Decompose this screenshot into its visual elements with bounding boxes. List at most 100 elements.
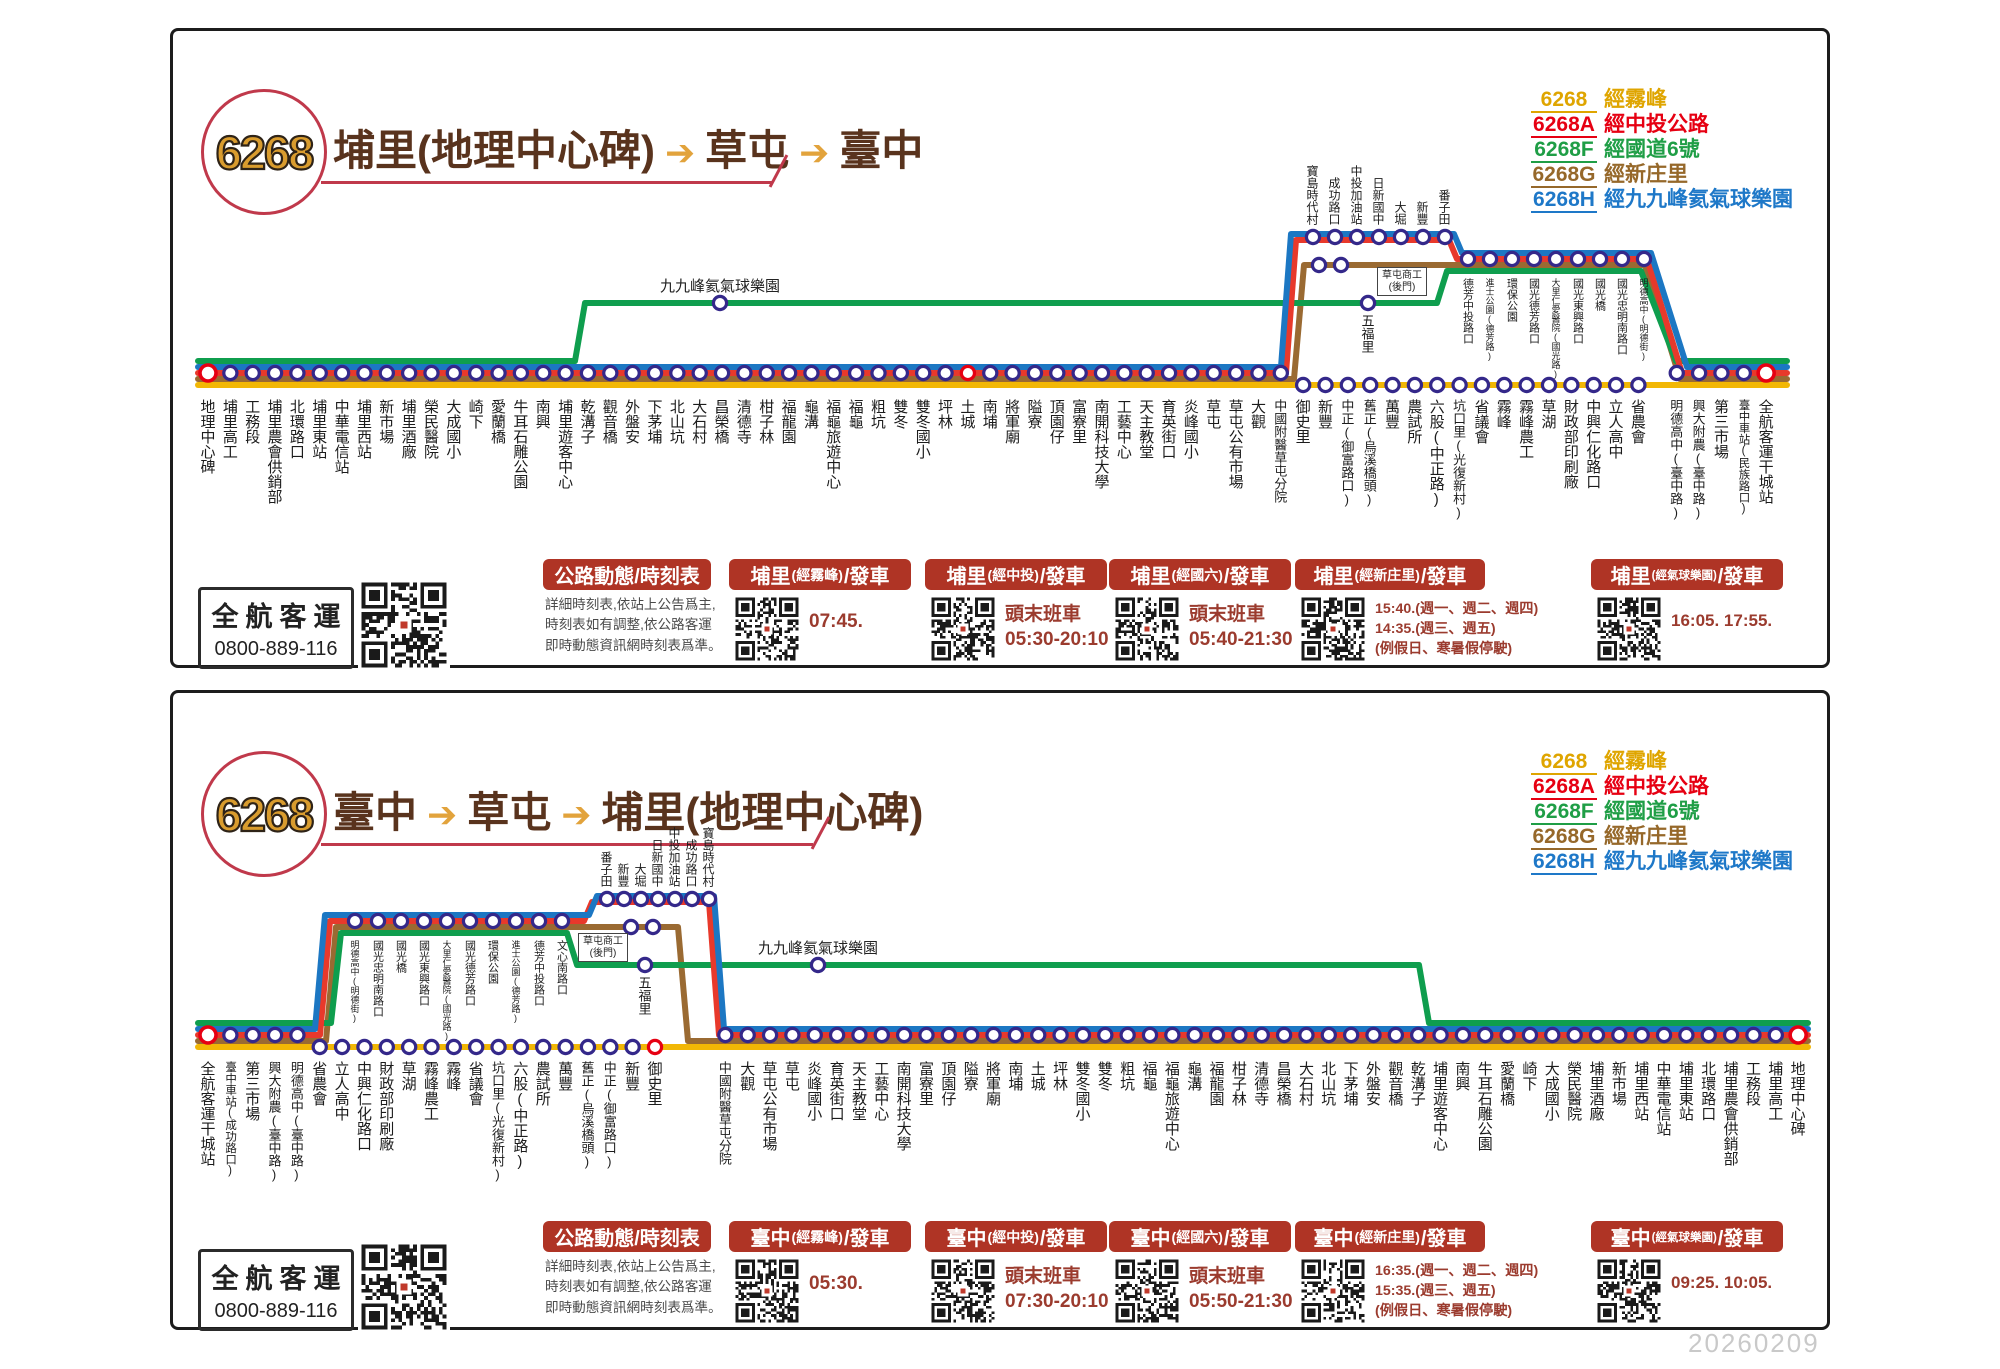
stop-label: 大觀	[1248, 399, 1266, 429]
stop-dot	[1049, 364, 1066, 382]
stop-label: 霧峰農工	[422, 1061, 439, 1121]
stop-dot	[1208, 1026, 1226, 1044]
notice-banner: 公路動態/時刻表	[543, 559, 711, 590]
stop-label: 榮民醫院	[1565, 1061, 1583, 1121]
schedule-banner: 埔里 (經氣球樂園)/發車	[1591, 559, 1783, 590]
legend-route-code: 6268A	[1531, 113, 1597, 139]
stop-label: 工藝中心	[1114, 399, 1132, 459]
stop-label: 坑口里(光復新村)	[1451, 399, 1467, 520]
stop-dot	[624, 364, 641, 382]
legend-route-code: 6268G	[1531, 825, 1597, 851]
stop-dot	[1093, 364, 1111, 382]
schedule-suffix: /發車	[1420, 566, 1467, 588]
schedule-place: 臺中	[750, 1228, 791, 1250]
route-title-part: 草屯	[705, 127, 790, 174]
stop-label: 埔里農會供銷部	[265, 399, 283, 504]
stop-dot	[1326, 228, 1344, 246]
schedule-qr-code	[733, 595, 801, 663]
schedule-times: 07:45.	[809, 611, 863, 633]
branch-stop-label: 日新國中	[1371, 177, 1385, 225]
stop-dot	[1436, 228, 1454, 246]
notice-text: 詳細時刻表,依站上公告爲主, 時刻表如有調整,依公路客運 即時動態資訊網時刻表爲準。	[545, 595, 722, 656]
stop-dot	[717, 1026, 734, 1044]
notice-text: 詳細時刻表,依站上公告爲主, 時刻表如有調整,依公路客運 即時動態資訊網時刻表爲準。	[545, 1257, 722, 1318]
stop-label: 省農會	[1628, 399, 1646, 444]
stop-label: 頂園仔	[939, 1061, 957, 1106]
schedule-banner: 臺中 (經國六)/發車	[1109, 1221, 1291, 1252]
schedule-via: (經霧峰)	[791, 1228, 843, 1245]
schedule-banner: 臺中 (經新庄里)/發車	[1295, 1221, 1485, 1252]
stop-label: 福龜旅遊中心	[1162, 1061, 1180, 1151]
terminal-stop-dot	[198, 363, 218, 383]
schedule-place: 臺中	[1313, 1228, 1354, 1250]
stop-label: 工務段	[1743, 1061, 1761, 1106]
stop-label: 將軍廟	[984, 1061, 1002, 1106]
balloon-park-stop-label: 九九峰氦氣球樂園	[757, 940, 878, 957]
legend-row: 6268F 經國道6號	[1531, 795, 1793, 826]
stop-dot	[1429, 376, 1446, 394]
stop-label: 天主教堂	[849, 1061, 867, 1121]
notice-text-line: 詳細時刻表,依站上公告爲主,	[545, 1259, 716, 1274]
stop-dot	[1432, 1026, 1449, 1044]
stop-label: 臺中車站(成功路口)	[224, 1061, 237, 1177]
route-legend: 6268 經霧峰 6268A 經中投公路 6268F 經國道6號 6268G 經新庄里 6268…	[1531, 745, 1793, 876]
stop-label: 五福里	[1359, 314, 1375, 353]
legend-row: 6268G 經新庄里	[1531, 158, 1793, 189]
route-title: 埔里(地理中心碑) ➔ 草屯 ➔ 臺中	[333, 117, 923, 178]
stop-label: 北山坑	[667, 399, 685, 444]
stop-label: 全航客運干城站	[1756, 399, 1774, 504]
stop-label: 中正(御富路口)	[1339, 399, 1355, 507]
route-line-2	[195, 930, 1811, 1026]
branch-stop-label: 日新國中	[650, 839, 664, 887]
stop-dot	[985, 1026, 1002, 1044]
stop-label: 地理中心碑	[1788, 1061, 1806, 1136]
stop-label: 崎下	[1520, 1061, 1538, 1091]
stop-dot	[1503, 250, 1521, 268]
stop-dot	[1525, 250, 1543, 268]
legend-row: 6268H 經九九峰氦氣球樂園	[1531, 845, 1793, 876]
stop-dot	[940, 1026, 958, 1044]
stop-label: 外盤安	[1364, 1061, 1381, 1106]
stop-dot	[870, 364, 887, 382]
stop-dot	[683, 890, 701, 908]
stop-dot	[553, 912, 571, 930]
schedule-qr-code	[929, 1257, 997, 1325]
stop-label: 富寮里	[917, 1061, 934, 1106]
stop-dot	[895, 1026, 913, 1044]
schedule-time-line: (例假日、寒暑假停駛)	[1375, 641, 1513, 658]
legend-route-desc: 經國道6號	[1604, 138, 1700, 161]
stop-label: 大石村	[1296, 1061, 1314, 1106]
stop-dot	[1052, 1026, 1069, 1044]
schedule-qr-code	[1299, 1257, 1367, 1325]
boxed-stop-label-line: (後門)	[589, 947, 617, 959]
schedule-time-line: 15:40.(週一、週二、週四)	[1375, 601, 1539, 617]
stop-dot	[1451, 376, 1468, 394]
stop-label: 御史里	[1293, 399, 1311, 444]
stop-label: 南興	[1453, 1061, 1471, 1091]
stop-dot	[507, 912, 525, 930]
company-name: 全航客運	[211, 1264, 348, 1294]
schedule-time-line: (例假日、寒暑假停駛)	[1375, 1303, 1513, 1320]
branch-stop-label: 文心南路口	[555, 940, 568, 995]
schedule-banner: 埔里 (經中投)/發車	[925, 559, 1107, 590]
stop-dot	[1459, 250, 1477, 268]
stop-dot	[468, 1038, 485, 1056]
schedule-time-line: 頭末班車	[1005, 1266, 1082, 1287]
stop-dot	[557, 1038, 574, 1056]
stop-dot	[415, 912, 433, 930]
schedule-suffix: /發車	[1420, 1228, 1467, 1250]
legend-route-desc: 經霧峰	[1604, 750, 1667, 773]
legend-route-code: 6268A	[1531, 775, 1597, 801]
route-legend: 6268 經霧峰 6268A 經中投公路 6268F 經國道6號 6268G 經新庄里 6268…	[1531, 83, 1793, 214]
route-panel: 6268 臺中 ➔ 草屯 ➔ 埔里(地理中心碑) 6268 經霧峰 6268A 經中投公路 6268…	[170, 690, 1830, 1333]
company-qr-code	[358, 579, 450, 671]
arrow-icon: ➔	[664, 132, 696, 173]
route-title-part: 草屯	[467, 789, 552, 836]
stop-label: 舊正(烏溪橋頭)	[1361, 399, 1377, 507]
stop-label: 觀音橋	[1386, 1061, 1404, 1106]
stop-label: 外盤安	[623, 399, 641, 444]
stop-dot	[1298, 1026, 1315, 1044]
stop-dot	[490, 1038, 507, 1056]
legend-route-code: 6268	[1531, 750, 1597, 776]
stop-label: 隘寮	[961, 1061, 979, 1091]
